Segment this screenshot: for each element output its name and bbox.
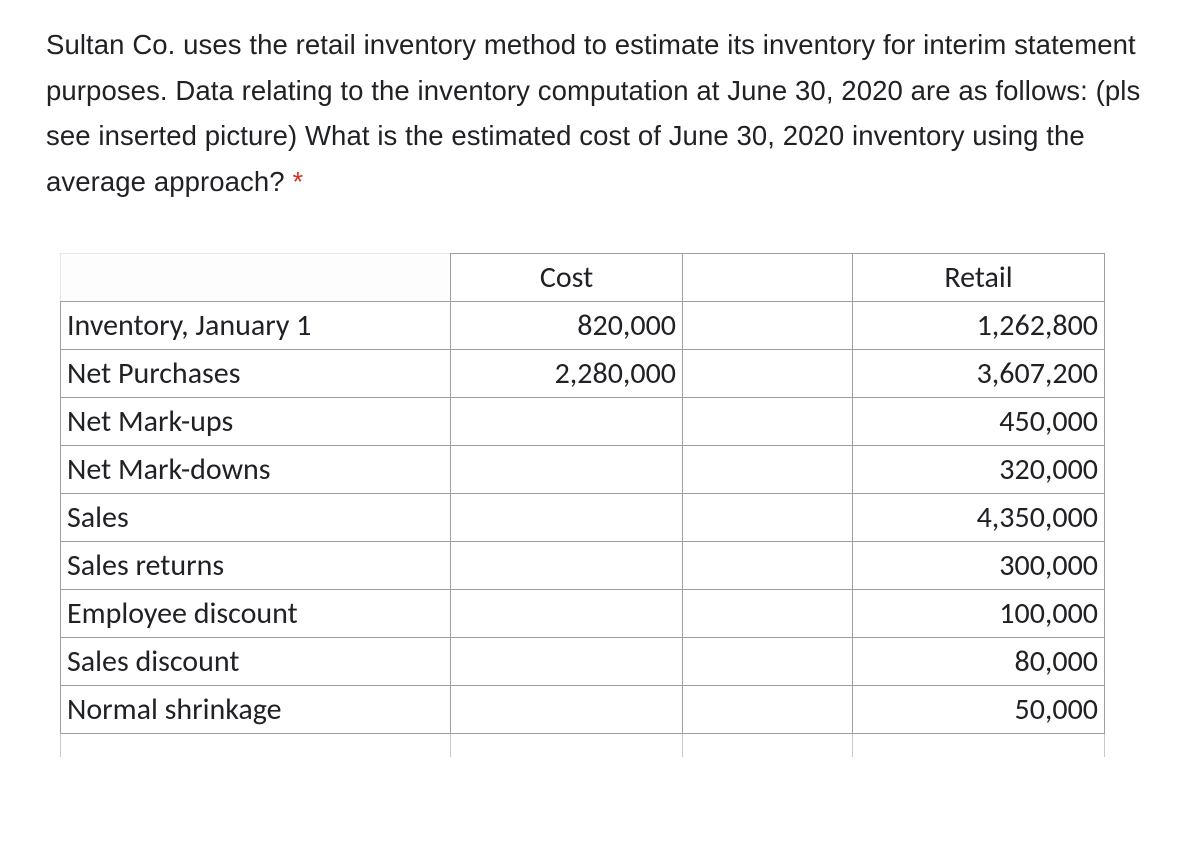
question-body: Sultan Co. uses the retail inventory met… <box>46 29 1140 197</box>
header-blank <box>61 253 451 301</box>
row-spacer <box>683 541 853 589</box>
table-row: Sales discount 80,000 <box>61 637 1105 685</box>
header-retail: Retail <box>853 253 1105 301</box>
row-spacer <box>683 637 853 685</box>
row-retail: 450,000 <box>853 397 1105 445</box>
question-text: Sultan Co. uses the retail inventory met… <box>46 22 1180 205</box>
table-row: Net Mark-ups 450,000 <box>61 397 1105 445</box>
table-row: Net Mark-downs 320,000 <box>61 445 1105 493</box>
row-retail: 50,000 <box>853 685 1105 733</box>
table-row: Normal shrinkage 50,000 <box>61 685 1105 733</box>
table-row: Employee discount 100,000 <box>61 589 1105 637</box>
row-cost <box>451 541 683 589</box>
row-cost <box>451 589 683 637</box>
table-row: Sales 4,350,000 <box>61 493 1105 541</box>
inventory-table: Cost Retail Inventory, January 1 820,000… <box>60 253 1105 758</box>
row-label: Sales returns <box>61 541 451 589</box>
row-spacer <box>683 349 853 397</box>
row-label: Sales discount <box>61 637 451 685</box>
data-table-wrap: Cost Retail Inventory, January 1 820,000… <box>46 253 1180 758</box>
header-cost: Cost <box>451 253 683 301</box>
header-spacer <box>683 253 853 301</box>
row-cost: 820,000 <box>451 301 683 349</box>
table-row: Inventory, January 1 820,000 1,262,800 <box>61 301 1105 349</box>
row-spacer <box>683 301 853 349</box>
row-retail: 80,000 <box>853 637 1105 685</box>
row-spacer <box>683 445 853 493</box>
table-row: Net Purchases 2,280,000 3,607,200 <box>61 349 1105 397</box>
table-row: Sales returns 300,000 <box>61 541 1105 589</box>
row-label: Net Mark-ups <box>61 397 451 445</box>
row-retail: 300,000 <box>853 541 1105 589</box>
row-label: Sales <box>61 493 451 541</box>
row-spacer <box>683 493 853 541</box>
row-retail: 4,350,000 <box>853 493 1105 541</box>
row-retail: 320,000 <box>853 445 1105 493</box>
row-label: Net Purchases <box>61 349 451 397</box>
row-label: Employee discount <box>61 589 451 637</box>
row-cost <box>451 397 683 445</box>
row-label: Inventory, January 1 <box>61 301 451 349</box>
row-label: Normal shrinkage <box>61 685 451 733</box>
row-retail: 3,607,200 <box>853 349 1105 397</box>
row-cost: 2,280,000 <box>451 349 683 397</box>
row-cost <box>451 685 683 733</box>
row-retail: 100,000 <box>853 589 1105 637</box>
required-asterisk: * <box>292 166 303 197</box>
row-retail: 1,262,800 <box>853 301 1105 349</box>
row-spacer <box>683 397 853 445</box>
row-spacer <box>683 685 853 733</box>
row-cost <box>451 493 683 541</box>
row-cost <box>451 637 683 685</box>
row-cost <box>451 445 683 493</box>
row-spacer <box>683 589 853 637</box>
table-trailing-row <box>61 733 1105 757</box>
table-header-row: Cost Retail <box>61 253 1105 301</box>
row-label: Net Mark-downs <box>61 445 451 493</box>
